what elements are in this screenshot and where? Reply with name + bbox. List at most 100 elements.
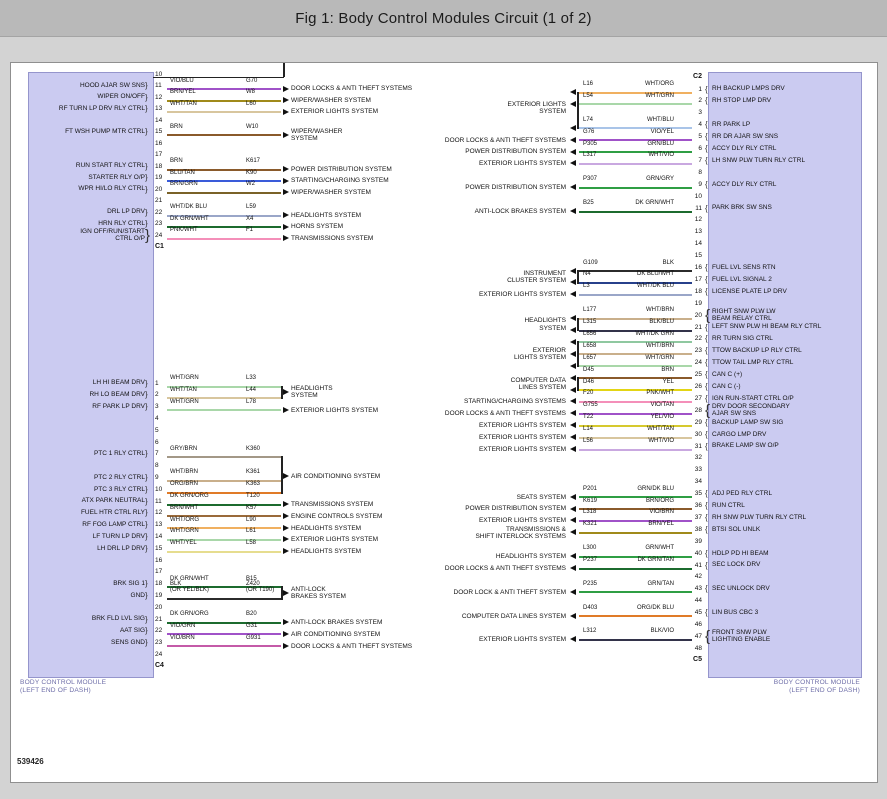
pin-brace: { (705, 358, 708, 368)
wire-color-label: WHT/DK BLU (636, 283, 674, 290)
wire-color-label: DK GRN/WHT (635, 200, 674, 206)
pin-number: 20 (155, 185, 163, 193)
system-label: WIPER/WASHER SYSTEM (291, 127, 343, 142)
pin-number: 35 (694, 490, 702, 498)
pin-number: 20 (155, 603, 163, 611)
left-module-caption: BODY CONTROL MODULE (LEFT END OF DASH) (20, 679, 106, 695)
wire-code-label: G109 (583, 259, 598, 266)
left-module-name: BODY CONTROL MODULE (20, 679, 107, 686)
bcm-pin-label: ACCY DLY RLY CTRL (712, 144, 777, 152)
pin-brace: } (145, 531, 148, 541)
wire-code-label: L60 (246, 100, 257, 107)
wire-junction-line (577, 377, 579, 391)
pin-number: 17 (155, 568, 163, 576)
arrow-right-icon (282, 166, 289, 172)
pin-number: 4 (155, 414, 159, 422)
pin-brace: } (145, 402, 148, 412)
wire-code-label: K361 (246, 469, 261, 476)
bcm-pin-label: CARGO LMP DRV (712, 430, 767, 438)
wire-line (167, 214, 281, 217)
arrow-left-icon (570, 588, 576, 595)
pin-number: 13 (155, 521, 163, 529)
wire-junction-line (577, 341, 579, 368)
connector-label: C2 (693, 73, 702, 81)
wire-code-label: X4 (246, 215, 254, 222)
wire-color-label: BRN (170, 123, 183, 130)
wire-color-label: WHT/GRN (645, 92, 674, 99)
wire-code-label: D403 (583, 604, 598, 611)
bcm-pin-label: STARTER RLY O/P (88, 173, 145, 181)
pin-brace: } (145, 508, 148, 518)
system-label: DOOR LOCKS & ANTI THEFT SYSTEMS (291, 642, 413, 650)
wire-line (579, 436, 692, 439)
pin-number: 24 (155, 231, 163, 239)
wire-line (579, 341, 692, 344)
wire-line (579, 127, 692, 130)
wire-line (579, 591, 692, 594)
wire-color-label: WHT/TAN (170, 100, 197, 107)
wire-code-label: L78 (246, 398, 257, 405)
wire-code-label: P307 (583, 176, 598, 183)
wire-line (167, 88, 281, 90)
bcm-pin-label: FUEL LVL SIGNAL 2 (712, 275, 772, 283)
arrow-right-icon (282, 589, 289, 596)
pin-brace: { (705, 286, 708, 296)
bcm-pin-label: RH SNW PLW TURN RLY CTRL (712, 513, 807, 521)
wire-color-label: BRN (170, 158, 183, 164)
pin-brace: { (705, 274, 708, 284)
pin-brace: { (705, 417, 708, 427)
wire-line (579, 281, 692, 284)
bcm-pin-label: DRL LP DRV (107, 208, 145, 216)
system-label: EXTERIOR LIGHTS SYSTEM (291, 406, 379, 414)
wire-line (579, 91, 692, 94)
pin-number: 20 (694, 311, 702, 319)
system-label: COMPUTER DATA LINES SYSTEM (461, 612, 566, 620)
pin-number: 3 (155, 403, 159, 411)
wire-junction-line (577, 317, 579, 332)
arrow-right-icon (282, 177, 289, 184)
wire-line (579, 615, 692, 618)
pin-brace: { (705, 382, 708, 391)
wire-color-label: YEL (662, 378, 674, 385)
pin-number: 21 (155, 615, 163, 623)
arrow-right-icon (282, 642, 289, 649)
pin-brace: } (145, 161, 148, 171)
pin-brace: { (705, 441, 708, 451)
pin-brace: } (145, 184, 148, 194)
pin-number: 5 (698, 133, 702, 141)
system-label: TRANSMISSIONS SYSTEM (291, 234, 374, 242)
wire-color-label: WHT/DK GRN (635, 330, 674, 337)
arrow-right-icon (282, 536, 289, 543)
pin-brace: } (145, 579, 148, 589)
wire-code-label: W8 (246, 89, 255, 95)
wire-code-label: P201 (583, 485, 598, 492)
pin-brace: } (145, 472, 148, 482)
bcm-pin-label: LH HI BEAM DRV (92, 379, 145, 387)
arrow-left-icon (570, 517, 576, 524)
pin-number: 8 (155, 462, 159, 470)
bcm-pin-label: SENS GND (111, 639, 145, 646)
pin-number: 15 (155, 544, 163, 552)
wire-line (579, 389, 692, 391)
system-label: STARTING/CHARGING SYSTEMS (464, 398, 566, 406)
system-label: EXTERIOR LIGHTS SYSTEM (478, 160, 566, 168)
pin-brace: { (705, 584, 708, 594)
pin-brace: { (705, 512, 708, 522)
wire-code-label: L315 (583, 319, 597, 325)
wire-color-label: WHT/BRN (646, 307, 674, 314)
wire-color-label: BLK (OR YEL/BLK) (170, 580, 209, 594)
wire-code-label: D45 (583, 366, 595, 373)
arrow-right-icon (282, 630, 289, 637)
pin-number: 23 (694, 347, 702, 355)
arrow-left-icon (570, 327, 576, 333)
wire-line (579, 270, 692, 272)
wire-code-label: K617 (246, 158, 261, 164)
wire-code-label: L74 (583, 116, 594, 123)
wire-line (579, 424, 692, 427)
system-label: ANTI-LOCK BRAKES SYSTEM (474, 207, 566, 215)
wire-line (579, 365, 692, 368)
bcm-pin-label: SEC LOCK DRV (712, 561, 761, 569)
pin-number: 6 (698, 145, 702, 152)
wire-color-label: VIO/BRN (649, 509, 674, 516)
arrow-left-icon (570, 386, 576, 393)
